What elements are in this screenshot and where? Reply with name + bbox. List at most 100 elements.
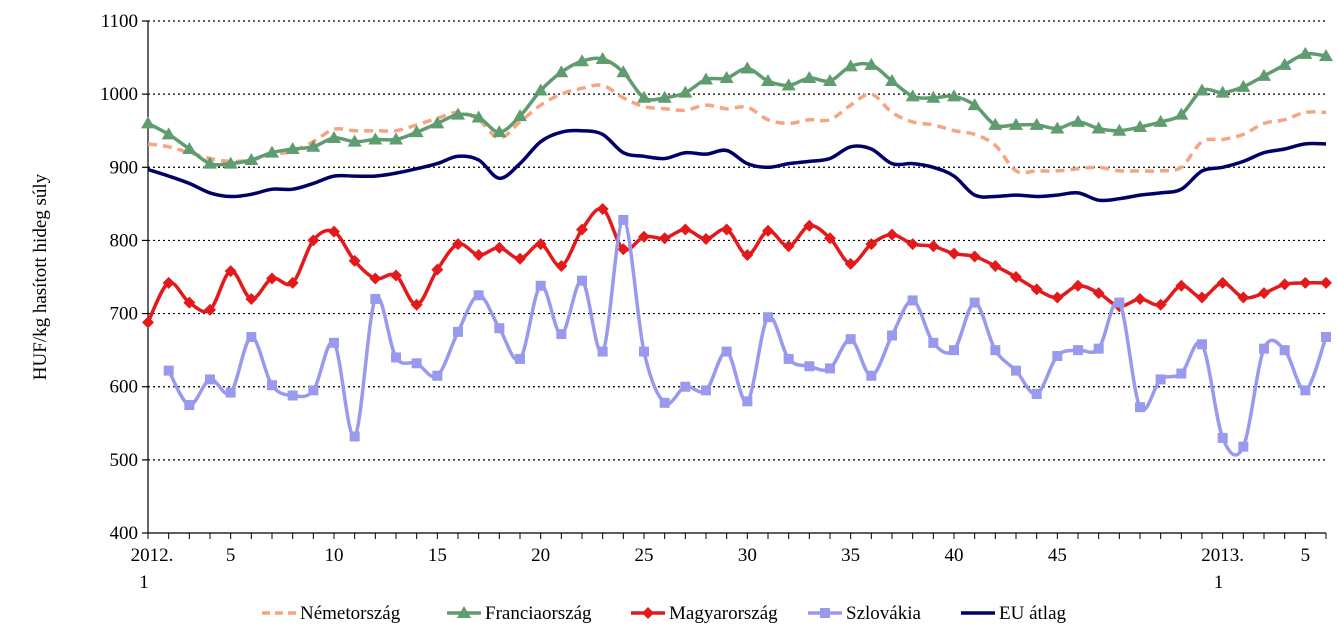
magyarorszag-point [1134,292,1146,305]
y-tick-label: 700 [110,304,139,325]
magyarorszag-point [865,238,878,251]
szlovakia-point [721,346,732,357]
szlovakia-point [246,331,257,342]
franciaorszag-point [823,73,837,86]
y-tick-label: 600 [110,377,139,398]
franciaorszag-point [492,125,507,138]
legend-magyarorszag-point [642,607,654,619]
eu-atlag-line [147,128,1327,203]
magyarorszag-point [762,224,774,237]
y-tick-label: 1000 [100,84,138,105]
magyarorszag-point [142,316,154,329]
franciaorszag-point [1050,121,1065,134]
franciaorszag-point [575,54,589,67]
franciaorszag-point [471,110,486,123]
y-ticks: 400 500 600 700 800 900 1000 1100 [100,11,148,544]
franciaorszag-point [1215,85,1230,98]
szlovakia-point [639,346,649,357]
magyarorszag-point [183,296,196,309]
franciaorszag-point [1091,121,1106,134]
franciaorszag-point [285,142,300,154]
szlovakia-point [969,297,980,308]
magyarorszag-point [596,202,609,215]
magyarorszag-point [534,238,547,251]
franciaorszag-point [554,65,569,78]
szlovakia-point [287,390,298,401]
franciaorszag-point [1298,46,1313,59]
szlovakia-point [205,374,215,385]
franciaorszag-point [1195,83,1209,96]
szlovakia-point [701,385,711,396]
magyarorszag-point [1258,287,1270,300]
szlovakia-point [1279,345,1290,356]
franciaorszag-point [1236,79,1251,92]
x-tick-label: 20 [531,545,550,566]
szlovakia-point [1031,389,1042,400]
szlovakia-point [1135,402,1145,413]
magyarorszag-point [1154,298,1167,311]
magyarorszag-point [720,223,733,236]
nemetorszag-line [147,83,1327,175]
franciaorszag-point [1277,57,1292,70]
franciaorszag-point [657,90,672,103]
magyarorszag-point [328,225,340,238]
legend-item-franciaorszag: Franciaország [447,603,592,624]
franciaorszag-point [451,107,465,120]
magyarorszag-point [431,263,444,276]
magyarorszag-point [307,234,320,247]
series-nemetorszag [147,83,1327,175]
franciaorszag-point [1257,68,1271,81]
magyarorszag-point [1030,283,1043,296]
magyarorszag-point [968,250,981,263]
szlovakia-point [1114,297,1125,308]
szlovakia-point [535,280,546,291]
magyarorszag-point [782,240,795,253]
franciaorszag-point [533,83,548,96]
magyarorszag-point [204,303,216,316]
magyarorszag-point [514,252,526,265]
magyarorszag-point [1299,276,1312,289]
magyarorszag-point [1196,291,1208,304]
x-tick-label: 5 [1301,545,1311,566]
magyarorszag-point [1072,279,1084,292]
franciaorszag-point [203,156,217,169]
szlovakia-point [1093,343,1104,354]
szlovakia-point [453,326,463,337]
szlovakia-point [825,363,835,374]
franciaorszag-point [1153,114,1168,127]
magyarorszag-point [1237,291,1250,304]
franciaorszag-point [223,156,238,169]
szlovakia-point [473,290,484,301]
legend-label-szlovakia: Szlovákia [846,603,921,624]
szlovakia-point [432,370,443,381]
szlovakia-point [329,337,339,348]
szlovakia-point [928,337,939,348]
szlovakia-point [1259,343,1269,354]
magyarorszag-point [906,238,919,251]
magyarorszag-point [266,272,278,285]
magyarorszag-point [1320,276,1332,289]
series-eu-atlag [147,128,1327,203]
franciaorszag-point [905,89,920,102]
szlovakia-point [267,380,277,391]
y-tick-label: 800 [110,230,139,251]
legend-label-nemetorszag: Németország [300,603,401,624]
legend-szlovakia-point [820,608,830,618]
szlovakia-point [494,323,505,334]
magyarorszag-point [162,276,175,289]
franciaorszag-point [761,73,775,86]
franciaorszag-line [147,51,1327,167]
magyarorszag-point [617,243,630,256]
franciaorszag-point [719,71,734,84]
magyarorszag-point [245,292,258,305]
magyarorszag-point [948,247,960,260]
x-tick-sublabel: 1 [139,572,149,593]
szlovakia-point [163,365,174,376]
magyarorszag-line [146,206,1327,324]
franciaorszag-point [864,57,879,70]
magyarorszag-point [286,276,299,289]
franciaorszag-point [161,127,176,140]
x-tick-label: 2013. [1201,545,1244,566]
franciaorszag-point [1071,114,1085,127]
szlovakia-point [742,396,753,407]
